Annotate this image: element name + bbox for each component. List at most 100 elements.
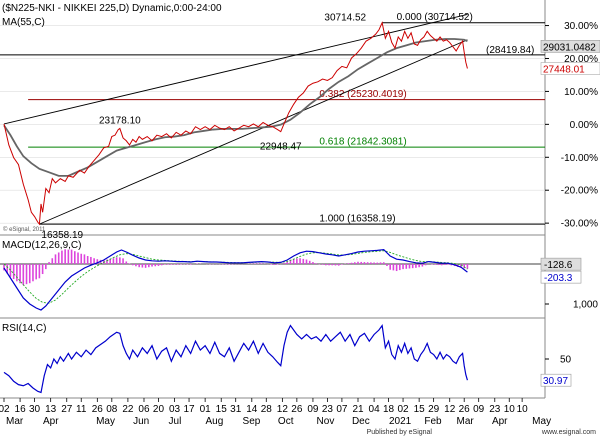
rsi-panel: 50 30.97 [3,324,572,394]
x-day-label: 21 [352,404,364,415]
chart-header-symbol: ($N225-NKI - NIKKEI 225,D) Dynamic,0:00-… [2,3,222,14]
price-y-tick-label: -30.00% [561,219,598,230]
ma-55-line [3,38,468,177]
x-day-label: 03 [169,404,181,415]
fib-level-label: 0.382 (25230.4019) [319,89,406,100]
rsi-y-tick-label: 50 [560,355,572,366]
x-month-label: Feb [424,416,442,427]
x-day-label: 23 [322,404,334,415]
channel-lower [39,39,468,225]
rsi-value-tag-box [540,373,572,387]
x-month-label: Jul [169,416,182,427]
x-day-label: 26 [92,404,104,415]
x-day-label: 10 [517,404,529,415]
macd-value-tag-label: -128.6 [544,260,573,271]
rsi-line [3,324,468,394]
x-day-label: 12 [444,404,456,415]
x-month-label: Mar [6,416,24,427]
macd-value-tag-label: -203.3 [544,273,573,284]
x-day-label: 06 [138,404,150,415]
x-month-label: Apr [43,416,59,427]
x-day-label: 01 [200,404,212,415]
x-day-label: 22 [122,404,134,415]
ma-legend-label: MA(55,C) [2,17,45,28]
x-month-label: Nov [317,416,335,427]
x-month-label: Sep [243,416,261,427]
x-day-label: 26 [459,404,471,415]
price-y-tick-label: 0.00% [570,120,598,131]
price-tag-box [540,62,600,75]
x-day-label: 14 [246,404,258,415]
price-annotation: 23178.10 [99,115,141,126]
esignal-watermark: © eSignal, 2011 [3,226,46,233]
price-annotation: 22948.47 [260,142,302,153]
price-annotation: 16358.19 [41,230,83,241]
price-y-tick-label: -10.00% [561,153,598,164]
price-y-tick-label: -20.00% [561,186,598,197]
price-y-tick-label: 30.00% [564,21,598,32]
x-day-label: 10 [504,404,516,415]
x-day-label: 20 [153,404,165,415]
footer-site: www.esignal.com [541,429,596,436]
x-day-label: 02 [0,404,10,415]
x-day-label: 27 [61,404,73,415]
x-month-label: Aug [206,416,224,427]
price-y-tick-label: 20.00% [564,54,598,65]
x-day-label: 15 [414,404,426,415]
x-month-label: Apr [492,416,508,427]
x-month-label: May [96,416,115,427]
x-month-label: 2021 [389,416,412,427]
x-day-label: 31 [230,404,242,415]
x-day-label: 08 [106,404,118,415]
rsi-legend-label: RSI(14,C) [2,323,46,334]
price-tag-label: 29031.0482 [543,42,596,53]
price-series-line [3,21,468,226]
x-day-label: 28 [261,404,273,415]
price-tags: 29031.0482 27448.01 [540,40,600,76]
rsi-value-tag-label: 30.97 [543,376,568,387]
x-day-label: 13 [45,404,57,415]
x-month-label: Dec [352,416,370,427]
x-day-label: 04 [369,404,381,415]
x-day-label: 16 [15,404,27,415]
x-day-label: 02 [397,404,409,415]
macd-legend-label: MACD(12,26,9,C) [2,240,81,251]
x-day-label: 18 [383,404,395,415]
macd-value-tag-box [540,270,582,284]
price-tag-box [540,40,600,53]
x-day-label: 09 [473,404,485,415]
support-horizontal-label: (28419.84) [486,45,534,56]
x-month-label: May [532,416,551,427]
fib-level-label: 0.618 (21842.3081) [319,137,406,148]
x-day-label: 26 [291,404,303,415]
x-month-label: Jun [133,416,149,427]
grid-lines [0,25,545,224]
macd-value-tag-box [540,257,582,271]
x-day-label: 07 [336,404,348,415]
fib-level-label: 1.000 (16358.19) [319,214,395,225]
x-day-label: 29 [428,404,440,415]
price-y-axis: 30.00% 20.00% 10.00% 0.00% -10.00% -20.00% -30… [545,21,598,230]
price-annotations: 30714.52 23178.10 22948.47 16358.19 [41,13,366,241]
price-series-group [3,21,468,226]
footer-published-by: Published by eSignal [367,429,433,436]
x-day-label: 30 [29,404,41,415]
x-day-label: 12 [277,404,289,415]
x-day-label: 09 [307,404,319,415]
price-annotation: 30714.52 [324,13,366,24]
macd-line [3,248,468,311]
macd-panel: 1,000 -128.6 -203.3 [0,248,598,311]
x-day-label: 11 [76,404,87,415]
x-day-label: 17 [183,404,195,415]
x-day-label: 23 [489,404,501,415]
x-month-label: Oct [278,416,294,427]
x-day-label: 15 [216,404,228,415]
fib-level-label: 0.000 (30714.52) [397,12,473,23]
x-axis: 02 16 30 13 27 11 26 08 22 06 20 03 17 01 15 31 14 28 12 26… [0,398,551,427]
channel-upper [3,14,468,125]
x-month-label: Mar [457,416,475,427]
price-y-tick-label: 10.00% [564,87,598,98]
trend-channel [3,14,468,225]
